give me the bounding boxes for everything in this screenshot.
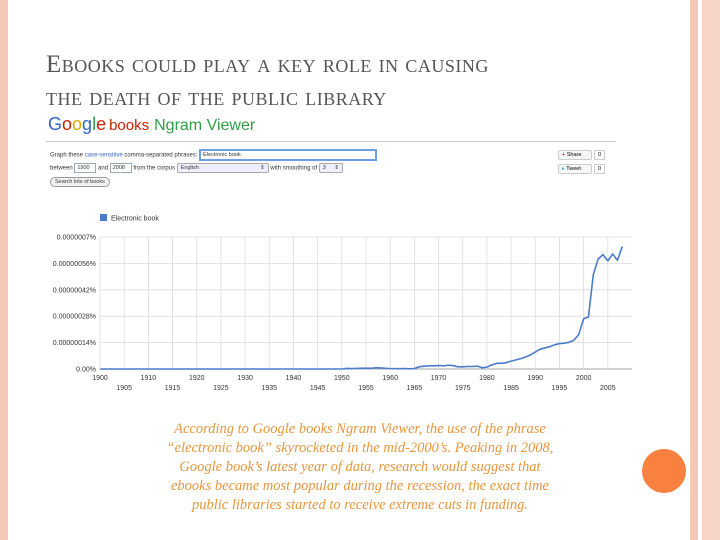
google-plus-icon: + [562,152,566,158]
caption-line-2: “electronic book” skyrocketed in the mid… [166,440,554,456]
x-tick-label: 2000 [576,375,592,382]
between-label: between [50,165,73,172]
x-tick-label: 1925 [213,385,229,392]
x-tick-label: 1990 [527,375,543,382]
x-tick-label: 1965 [407,385,423,392]
slide-caption: According to Google books Ngram Viewer, … [110,420,610,515]
and-label: and [98,165,109,172]
share-label: Share [566,152,582,158]
logo-books: books [109,117,150,134]
legend-swatch [100,214,107,221]
search-row: Search lots of books [50,177,110,187]
chart-grid [99,236,632,370]
x-tick-label: 1960 [382,375,398,382]
slide-title-line-2: the death of the public library [46,84,387,111]
smoothing-select[interactable]: 3 ⇕ [318,163,343,173]
caption-line-3: Google book’s latest year of data, resea… [179,459,541,475]
chevron-down-icon: ⇕ [260,165,265,171]
y-tick-label: 0.00000028% [53,314,96,321]
search-lots-of-books-button[interactable]: Search lots of books [50,177,110,187]
start-year-input[interactable]: 1900 [74,163,97,173]
ngram-viewer-screenshot: Google books Ngram Viewer Graph these case… [46,112,646,412]
x-tick-label: 1945 [310,385,326,392]
x-tick-label: 1915 [165,385,181,392]
y-tick-label: 0.00% [76,367,96,374]
smoothing-label: with smoothing of [270,165,318,172]
y-tick-label: 0.00000056% [53,261,96,268]
chart-legend: Electronic book [100,214,159,223]
share-row: + Share 0 [558,150,606,160]
corpus-label: from the corpus [133,165,176,172]
caption-line-5: public libraries started to receive extr… [192,497,528,513]
y-tick-label: 0.00000014% [53,340,96,347]
x-tick-label: 1975 [455,385,471,392]
caption-line-4: ebooks became most popular during the re… [171,478,549,494]
tweet-count: 0 [594,164,606,174]
graph-label: Graph these [50,152,84,159]
smoothing-value: 3 [322,165,326,171]
x-tick-label: 1940 [286,375,302,382]
google-logo: Google [48,114,107,134]
right-decor-stripe [690,0,698,540]
google-plus-share-button[interactable]: + Share [558,150,592,160]
comma-label: comma-separated phrases: [124,152,198,159]
y-axis-ticks: 0.00% 0.00000014% 0.00000028% 0.00000042% 0.… [53,235,96,374]
slide-title-line-1: Ebooks could play a key role in causing [46,51,489,78]
decor-circle [642,449,686,493]
phrase-row: Graph these case-sensitive comma-separat… [50,149,378,161]
x-tick-label: 1950 [334,375,350,382]
chevron-down-icon: ⇕ [334,165,339,171]
y-tick-label: 0.0000007% [57,235,96,242]
caption-line-1: According to Google books Ngram Viewer, … [174,421,546,437]
x-axis-ticks: 1900 1910 1920 1930 1940 1950 1960 1970 1980 1990… [92,375,615,392]
social-buttons: + Share 0 ▸ Tweet 0 [558,150,606,174]
twitter-bird-icon: ▸ [562,166,565,172]
series-line-electronic-book [100,246,624,370]
corpus-select[interactable]: English ⇕ [176,163,269,173]
tweet-button[interactable]: ▸ Tweet [558,164,592,174]
corpus-value: English [180,165,199,171]
google-books-ngram-logo: Google books Ngram Viewer [48,114,255,135]
y-tick-label: 0.00000042% [53,287,96,294]
left-decor-stripe [0,0,8,540]
x-tick-label: 1905 [116,385,132,392]
phrase-input[interactable]: Electronic book [199,149,378,161]
ngram-chart: 0.00% 0.00000014% 0.00000028% 0.00000042% 0.… [53,214,632,392]
x-tick-label: 2005 [600,385,616,392]
tweet-label: Tweet [566,166,581,172]
legend-label: Electronic book [111,216,159,223]
right-decor-band [702,0,720,540]
x-tick-label: 1900 [92,375,108,382]
x-tick-label: 1970 [431,375,447,382]
logo-ngram-viewer: Ngram Viewer [154,117,256,134]
x-tick-label: 1930 [237,375,253,382]
x-tick-label: 1980 [479,375,495,382]
share-count: 0 [594,150,606,160]
case-sensitive-link[interactable]: case-sensitive [84,152,123,159]
x-tick-label: 1910 [141,375,157,382]
x-tick-label: 1995 [552,385,568,392]
tweet-row: ▸ Tweet 0 [558,164,606,174]
end-year-input[interactable]: 2008 [109,163,132,173]
x-tick-label: 1955 [358,385,374,392]
range-row: between 1900 and 2008 from the corpus En… [50,163,343,173]
header-divider [46,141,616,142]
x-tick-label: 1985 [503,385,519,392]
x-tick-label: 1935 [261,385,277,392]
slide-title: Ebooks could play a key role in causing … [46,48,646,114]
x-tick-label: 1920 [189,375,205,382]
series-electronic-book [100,246,624,370]
